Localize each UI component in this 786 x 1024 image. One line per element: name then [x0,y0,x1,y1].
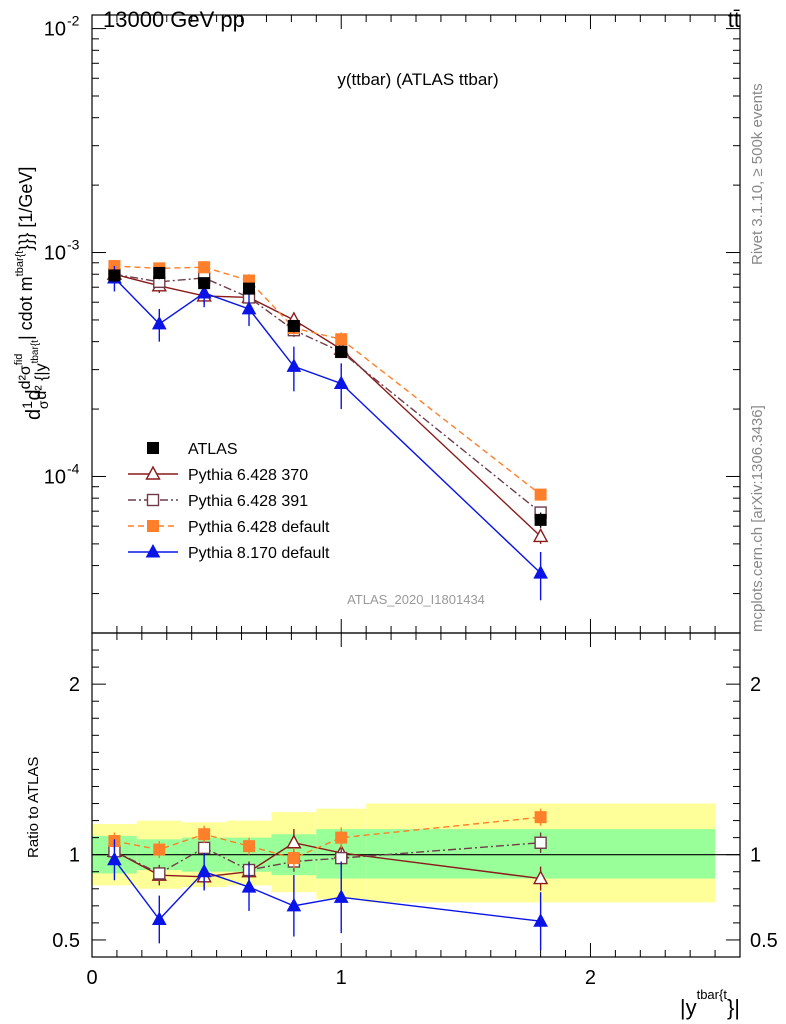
ratio-tick-label-right: 2 [750,674,761,696]
legend: ATLAS Pythia 6.428 370 Pythia 6.428 391 Pyt… [128,441,330,562]
series-atlas [108,267,547,528]
legend-marker [145,465,161,480]
legend-label: Pythia 6.428 370 [188,467,308,484]
ratio-tick-label: 1 [69,845,80,867]
rivet-label: Rivet 3.1.10, ≥ 500k events [749,83,766,265]
data-point [153,267,166,280]
x-tick-label: 1 [336,967,347,989]
data-point [198,261,211,274]
data-point [243,282,256,295]
ratio-tick-label-right: 0.5 [750,930,778,952]
ylabel-main: d1σdd²σfidd² {|ytbar{t| cdot mtbar{t}}} … [13,167,51,420]
ratio-tick-label: 2 [69,674,80,696]
ratio-point [197,841,211,855]
data-point [241,300,257,315]
data-point [286,358,302,372]
ylabel-ratio: Ratio to ATLAS [25,757,42,858]
ratio-point [151,911,167,925]
ratio-point [287,852,300,865]
legend-marker [145,543,161,558]
data-point [533,565,548,579]
ratio-point [335,831,348,844]
data-point [287,319,300,332]
ratio-point [286,834,302,849]
y-tick-exponent: -2 [67,13,80,29]
x-tick-label: 0 [86,967,97,989]
legend-item: Pythia 6.428 391 [128,493,308,510]
header-right: tt̄ [728,7,740,32]
xlabel: |ytbar{t}| [680,987,740,1020]
ratio-panel: 0 1 2 0.5 0.5 1 1 2 2 [52,632,778,989]
legend-item: ATLAS [147,441,238,458]
legend-label: ATLAS [188,441,238,458]
data-point [196,284,212,299]
ratio-point [333,889,349,903]
series-pythia-8-170-default [107,266,548,601]
data-point [335,345,348,358]
ratio-point [241,879,257,893]
legend-marker [147,442,159,454]
data-point [534,488,547,501]
legend-item: Pythia 6.428 370 [128,465,308,484]
ratio-point [533,913,548,927]
svg-text:d1σdd²σfidd² {|ytbar{t| cdot m: d1σdd²σfidd² {|ytbar{t| cdot mtbar{t}}} … [13,167,51,420]
data-point [198,277,211,290]
ratio-point [196,863,212,878]
ratio-point [532,870,549,885]
legend-label: Pythia 6.428 default [188,519,330,536]
data-point [151,315,167,330]
legend-label: Pythia 6.428 391 [188,493,308,510]
y-tick-label: 10 [44,243,66,265]
plot-title: y(ttbar) (ATLAS ttbar) [337,70,498,89]
series-line [114,273,542,537]
legend-marker [147,520,159,532]
data-point [534,513,547,526]
x-tick-label: 2 [585,967,596,989]
series-pythia-6-428-370 [106,265,549,544]
ratio-point [153,867,166,880]
legend-marker [146,493,160,507]
data-point [333,375,349,390]
y-tick-label: 10 [44,19,66,41]
ratio-point [198,828,211,841]
legend-item: Pythia 6.428 default [128,519,330,536]
legend-item: Pythia 8.170 default [128,543,330,562]
header-left: 13000 GeV pp [103,7,245,32]
main-frame [91,14,741,634]
ratio-point [286,897,302,912]
mcplots-label: mcplots.cern.ch [arXiv:1306.3436] [749,405,766,632]
ratio-series-pythia-8-170-default [107,839,548,951]
series-pythia-6-428-default [108,260,547,501]
ratio-point [153,843,166,856]
ratio-point [107,851,122,866]
ratio-frame [91,632,741,958]
data-point [108,269,121,282]
data-point [532,527,549,543]
legend-label: Pythia 8.170 default [188,545,330,562]
ratio-point [534,811,547,824]
data-point [335,333,348,346]
ratio-tick-label: 0.5 [52,930,80,952]
watermark: ATLAS_2020_I1801434 [347,592,485,607]
ratio-tick-label-right: 1 [750,845,761,867]
ratio-point [243,840,256,853]
y-tick-exponent: -3 [67,237,80,253]
ratio-point [534,836,547,849]
y-tick-label: 10 [44,466,66,488]
y-tick-exponent: -4 [67,460,80,476]
